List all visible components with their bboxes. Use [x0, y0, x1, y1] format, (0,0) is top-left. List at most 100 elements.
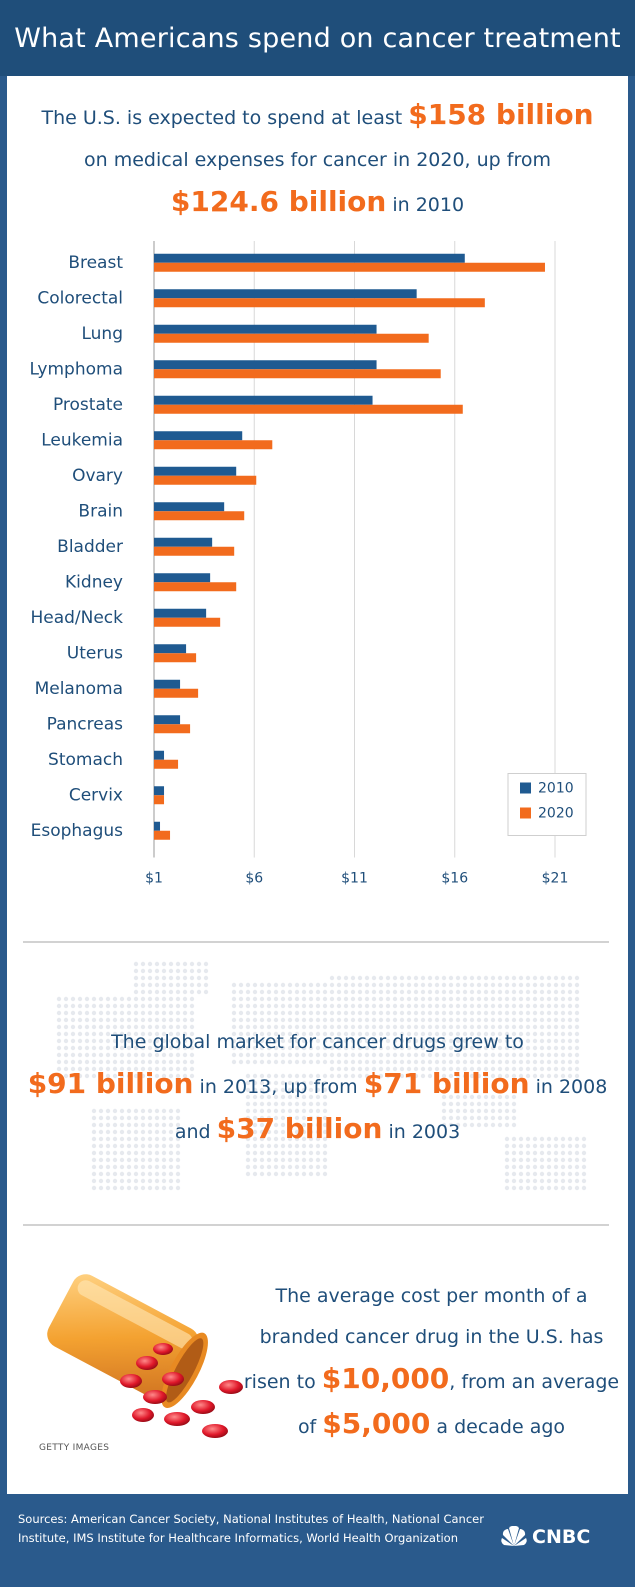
x-tick-label: $6 — [245, 871, 263, 887]
sources-text: Sources: American Cancer Society, Nation… — [18, 1510, 488, 1548]
drug-line-3: risen to $10,000, from an average — [239, 1358, 624, 1403]
category-label: Cervix — [69, 785, 123, 805]
global-highlight-71: $71 billion — [363, 1067, 530, 1100]
section-divider-2 — [23, 1224, 609, 1226]
bar-2020 — [154, 475, 257, 485]
x-tick-label: $11 — [341, 871, 368, 887]
bar-2010 — [154, 431, 243, 441]
sources-line-2: Institute, IMS Institute for Healthcare … — [18, 1531, 458, 1545]
drug-line-3-pre: risen to — [243, 1371, 322, 1393]
bar-2010 — [154, 537, 213, 547]
global-line-1: The global market for cancer drugs grew … — [111, 1031, 524, 1053]
bar-2010 — [154, 253, 465, 263]
legend-label: 2010 — [538, 781, 574, 797]
drug-line-4-post: a decade ago — [430, 1416, 566, 1438]
global-highlight-37: $37 billion — [216, 1112, 383, 1145]
drug-line-4: of $5,000 a decade ago — [239, 1403, 624, 1448]
bar-2020 — [154, 688, 199, 698]
footer: Sources: American Cancer Society, Nation… — [0, 1494, 635, 1587]
category-label: Prostate — [53, 395, 123, 415]
page-title: What Americans spend on cancer treatment — [14, 22, 621, 54]
bar-2020 — [154, 795, 165, 805]
bar-2020 — [154, 830, 171, 840]
intro-statement: The U.S. is expected to spend at least $… — [7, 94, 628, 226]
global-line-2-mid: in 2013, up from — [193, 1076, 364, 1098]
x-tick-label: $1 — [145, 871, 163, 887]
intro-highlight-124: $124.6 billion — [170, 185, 387, 218]
intro-line-1-text: The U.S. is expected to spend at least — [41, 107, 409, 129]
bar-2020 — [154, 582, 237, 592]
bar-2020 — [154, 511, 245, 521]
bar-2010 — [154, 608, 207, 618]
legend-swatch — [520, 807, 531, 819]
legend-label: 2020 — [538, 806, 574, 822]
bar-2020 — [154, 759, 179, 769]
intro-highlight-158: $158 billion — [408, 98, 594, 131]
category-label: Lymphoma — [30, 359, 123, 379]
bar-2010 — [154, 573, 211, 583]
category-label: Lung — [81, 324, 123, 344]
cnbc-logo[interactable]: CNBC — [500, 1522, 590, 1552]
drug-cost-statement: The average cost per month of a branded … — [239, 1276, 624, 1448]
peacock-icon — [501, 1526, 527, 1546]
bar-2020 — [154, 724, 191, 734]
global-line-2: $91 billion in 2013, up from $71 billion… — [7, 1063, 628, 1108]
bar-2020 — [154, 298, 485, 308]
bar-2010 — [154, 289, 417, 299]
global-line-3: and $37 billion in 2003 — [7, 1108, 628, 1153]
bar-2020 — [154, 369, 441, 379]
bar-2010 — [154, 502, 225, 512]
drug-highlight-5000: $5,000 — [322, 1407, 431, 1440]
x-tick-label: $21 — [542, 871, 569, 887]
global-line-2-post: in 2008 — [529, 1076, 608, 1098]
bar-2010 — [154, 466, 237, 476]
category-label: Esophagus — [31, 821, 124, 841]
category-label: Colorectal — [37, 288, 123, 308]
pills — [120, 1343, 243, 1438]
category-label: Pancreas — [47, 714, 124, 734]
bar-2020 — [154, 546, 235, 556]
category-label: Kidney — [65, 572, 123, 592]
category-label: Brain — [78, 501, 123, 521]
drug-line-2: branded cancer drug in the U.S. has — [259, 1326, 604, 1348]
category-label: Ovary — [72, 466, 123, 486]
drug-line-4-pre: of — [297, 1416, 323, 1438]
intro-line-3: $124.6 billion in 2010 — [7, 181, 628, 226]
legend-swatch — [520, 782, 531, 794]
intro-line-3-text: in 2010 — [386, 194, 465, 216]
section-divider-1 — [23, 941, 609, 943]
category-label: Breast — [68, 253, 123, 273]
bar-2010 — [154, 644, 187, 654]
bar-2010 — [154, 821, 161, 831]
category-label: Bladder — [57, 537, 123, 557]
category-label: Melanoma — [35, 679, 123, 699]
drug-line-3-post: , from an average — [449, 1371, 620, 1393]
bar-2010 — [154, 679, 181, 689]
header-bar: What Americans spend on cancer treatment — [0, 0, 635, 76]
x-tick-label: $16 — [441, 871, 468, 887]
drug-line-1: The average cost per month of a — [275, 1285, 588, 1307]
category-label: Head/Neck — [30, 608, 123, 628]
intro-line-2: on medical expenses for cancer in 2020, … — [83, 149, 551, 171]
bar-2010 — [154, 395, 373, 405]
bar-2020 — [154, 262, 545, 272]
pill-bottle-image — [47, 1274, 243, 1438]
bar-2010 — [154, 360, 377, 370]
sources-line-1: Sources: American Cancer Society, Nation… — [18, 1512, 484, 1526]
category-label: Uterus — [67, 643, 123, 663]
bar-2020 — [154, 653, 197, 663]
global-line-3-post: in 2003 — [382, 1121, 461, 1143]
bar-chart: $1$6$11$16$21BillionsBreastColorectalLun… — [30, 241, 587, 887]
category-label: Stomach — [48, 750, 123, 770]
global-highlight-91: $91 billion — [27, 1067, 194, 1100]
cnbc-wordmark: CNBC — [532, 1526, 591, 1548]
drug-highlight-10000: $10,000 — [321, 1362, 450, 1395]
bar-2020 — [154, 404, 463, 414]
bar-2020 — [154, 333, 429, 343]
bar-2010 — [154, 715, 181, 725]
content-panel: The U.S. is expected to spend at least $… — [7, 76, 628, 1494]
bar-2020 — [154, 440, 273, 450]
category-label: Leukemia — [41, 430, 123, 450]
global-line-3-pre: and — [174, 1121, 217, 1143]
